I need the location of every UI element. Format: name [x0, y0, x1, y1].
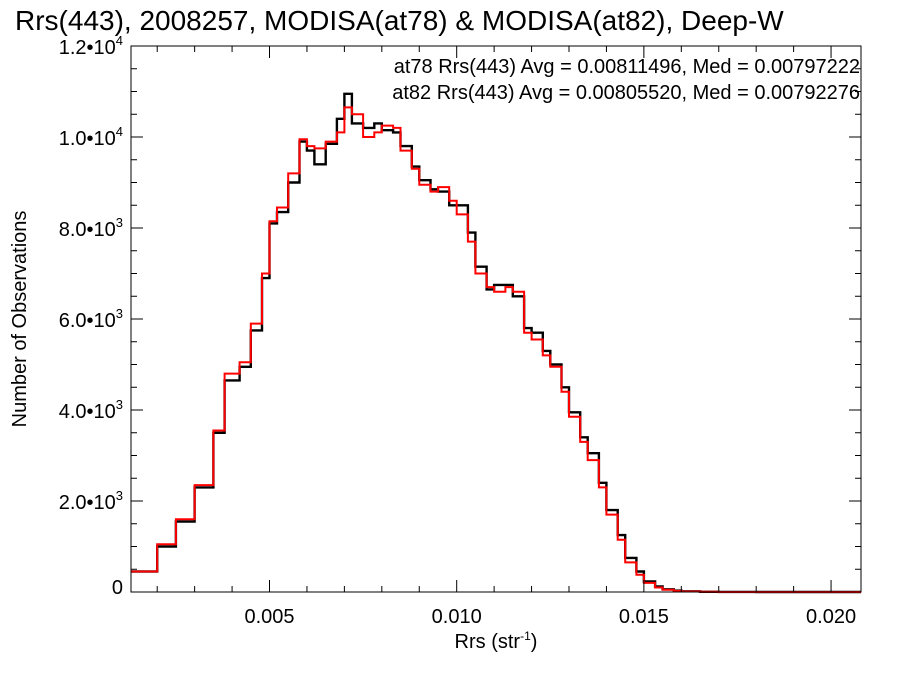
y-tick-label-3: 6.0•103	[59, 306, 123, 332]
plot-lines	[131, 92, 861, 594]
x-axis-label-superscript: -1	[520, 629, 531, 643]
x-axis-label-close: )	[531, 631, 538, 653]
series-line-1	[131, 106, 861, 593]
plot-frame	[130, 45, 862, 593]
y-tick-label-5: 1.0•104	[59, 124, 123, 150]
y-tick-label-1: 2.0•103	[59, 488, 123, 514]
y-tick-label-0: 0	[112, 577, 123, 599]
x-tick-label-3: 0.020	[806, 606, 856, 628]
x-tick-label-0: 0.005	[244, 606, 294, 628]
x-tick-label-1: 0.010	[432, 606, 482, 628]
legend-entry-at78: at78 Rrs(443) Avg = 0.00811496, Med = 0.…	[394, 56, 860, 78]
y-tick-label-6: 1.2•104	[59, 33, 123, 59]
y-tick-label-2: 4.0•103	[59, 397, 123, 423]
x-tick-label-2: 0.015	[619, 606, 669, 628]
y-axis-label: Number of Observations	[9, 211, 31, 428]
y-tick-label-4: 8.0•103	[59, 215, 123, 241]
y-axis-ticks: 0 2.0•103 4.0•103 6.0•103 8.0•103 1.0•104 1.2•…	[59, 33, 861, 599]
x-axis-label: Rrs (str-1)	[455, 629, 538, 653]
x-axis-ticks: 0.005 0.010 0.015 0.020	[156, 46, 856, 628]
chart-title: Rrs(443), 2008257, MODISA(at78) & MODISA…	[15, 5, 784, 36]
series-line-0	[131, 92, 861, 594]
x-axis-label-main: Rrs (str	[455, 631, 521, 653]
legend-entry-at82: at82 Rrs(443) Avg = 0.00805520, Med = 0.…	[392, 82, 860, 104]
